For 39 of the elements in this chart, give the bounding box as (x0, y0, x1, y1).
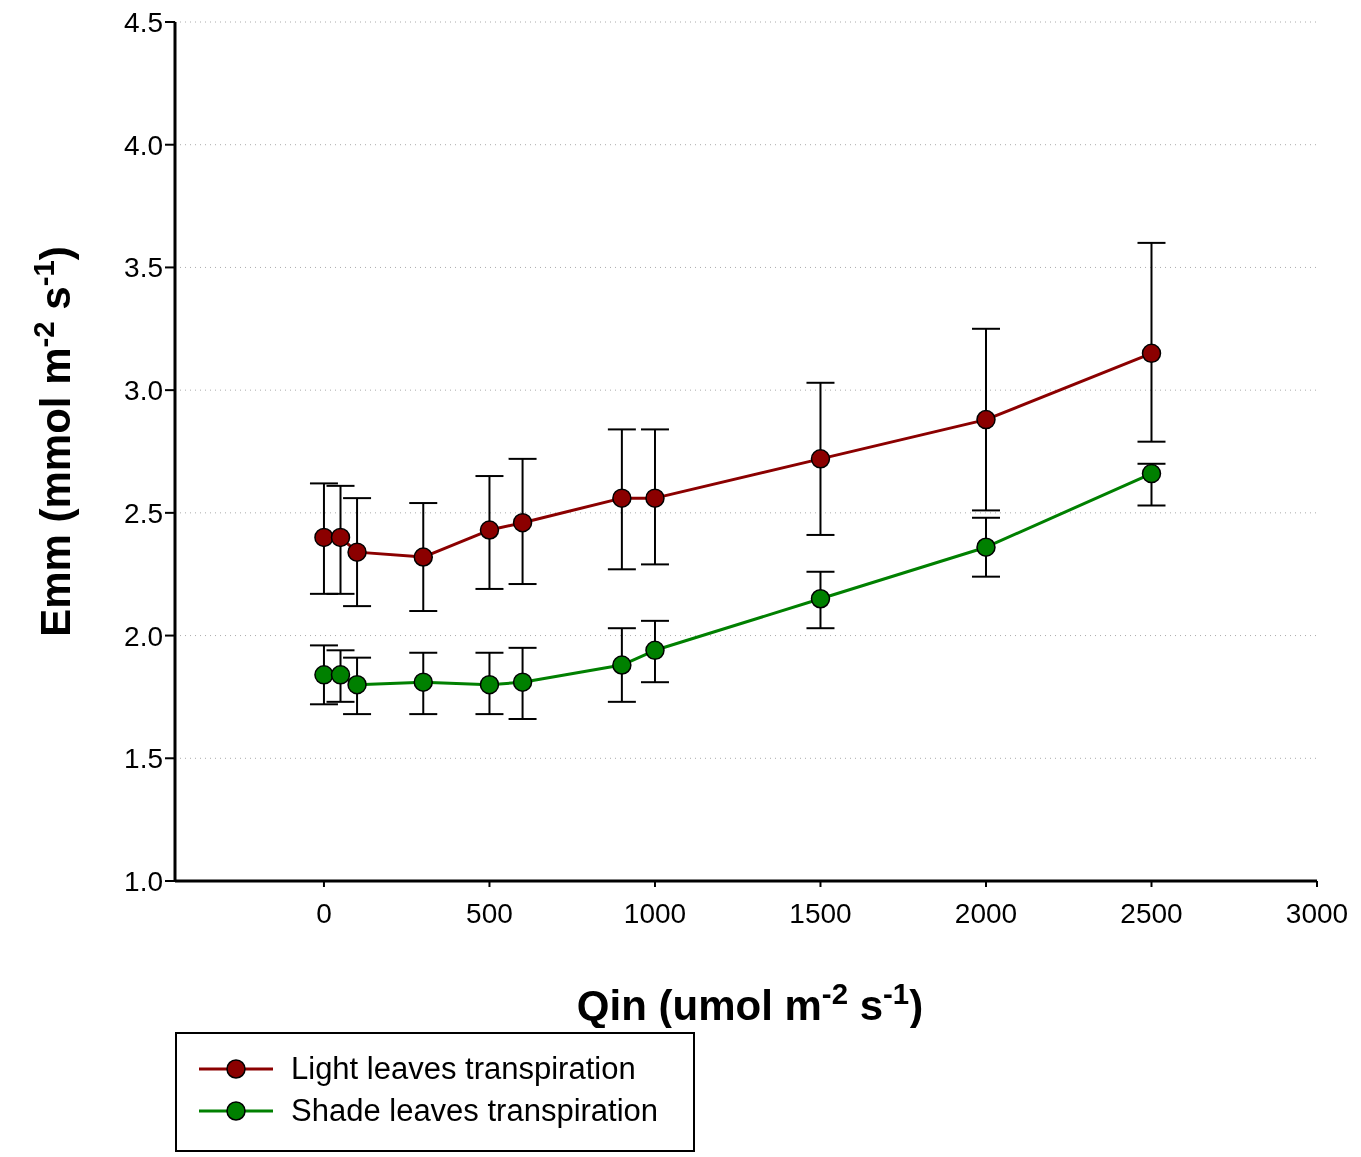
point (347, 674, 367, 695)
x-tick-label: 1500 (789, 897, 852, 929)
y-tick-label: 1.5 (124, 743, 163, 775)
point (479, 520, 500, 540)
point (976, 537, 996, 557)
point (413, 672, 434, 692)
point (512, 512, 533, 533)
x-tick-label: 2500 (1120, 897, 1183, 929)
point (976, 409, 996, 430)
x-tick-label: 0 (316, 897, 332, 929)
point (330, 527, 351, 548)
legend-label: Shade leaves transpiration (291, 1093, 659, 1129)
point (612, 488, 632, 508)
x-tick-label: 2000 (954, 897, 1018, 929)
y-tick-label: 2.5 (124, 497, 163, 529)
point (314, 527, 334, 548)
y-tick-label: 2.0 (124, 620, 163, 652)
point (645, 640, 665, 661)
point (413, 547, 434, 567)
point (612, 655, 632, 675)
y-tick-label: 4.0 (124, 129, 163, 161)
y-tick-label: 3.0 (124, 375, 163, 407)
x-tick-label: 500 (466, 897, 513, 929)
point (1141, 463, 1162, 484)
point (645, 488, 665, 508)
point (810, 449, 831, 469)
y-tick-label: 3.5 (124, 252, 163, 284)
point (1141, 343, 1162, 364)
point (314, 665, 334, 685)
x-tick-label: 3000 (1285, 897, 1349, 929)
y-tick-label: 1.0 (124, 865, 163, 897)
legend-label: Light leaves transpiration (291, 1051, 636, 1087)
x-tick-label: 1000 (623, 897, 687, 929)
point (479, 674, 500, 695)
point (512, 672, 533, 692)
y-tick-label: 4.5 (124, 6, 163, 38)
point (810, 589, 831, 609)
point (347, 542, 367, 562)
point (330, 665, 351, 685)
